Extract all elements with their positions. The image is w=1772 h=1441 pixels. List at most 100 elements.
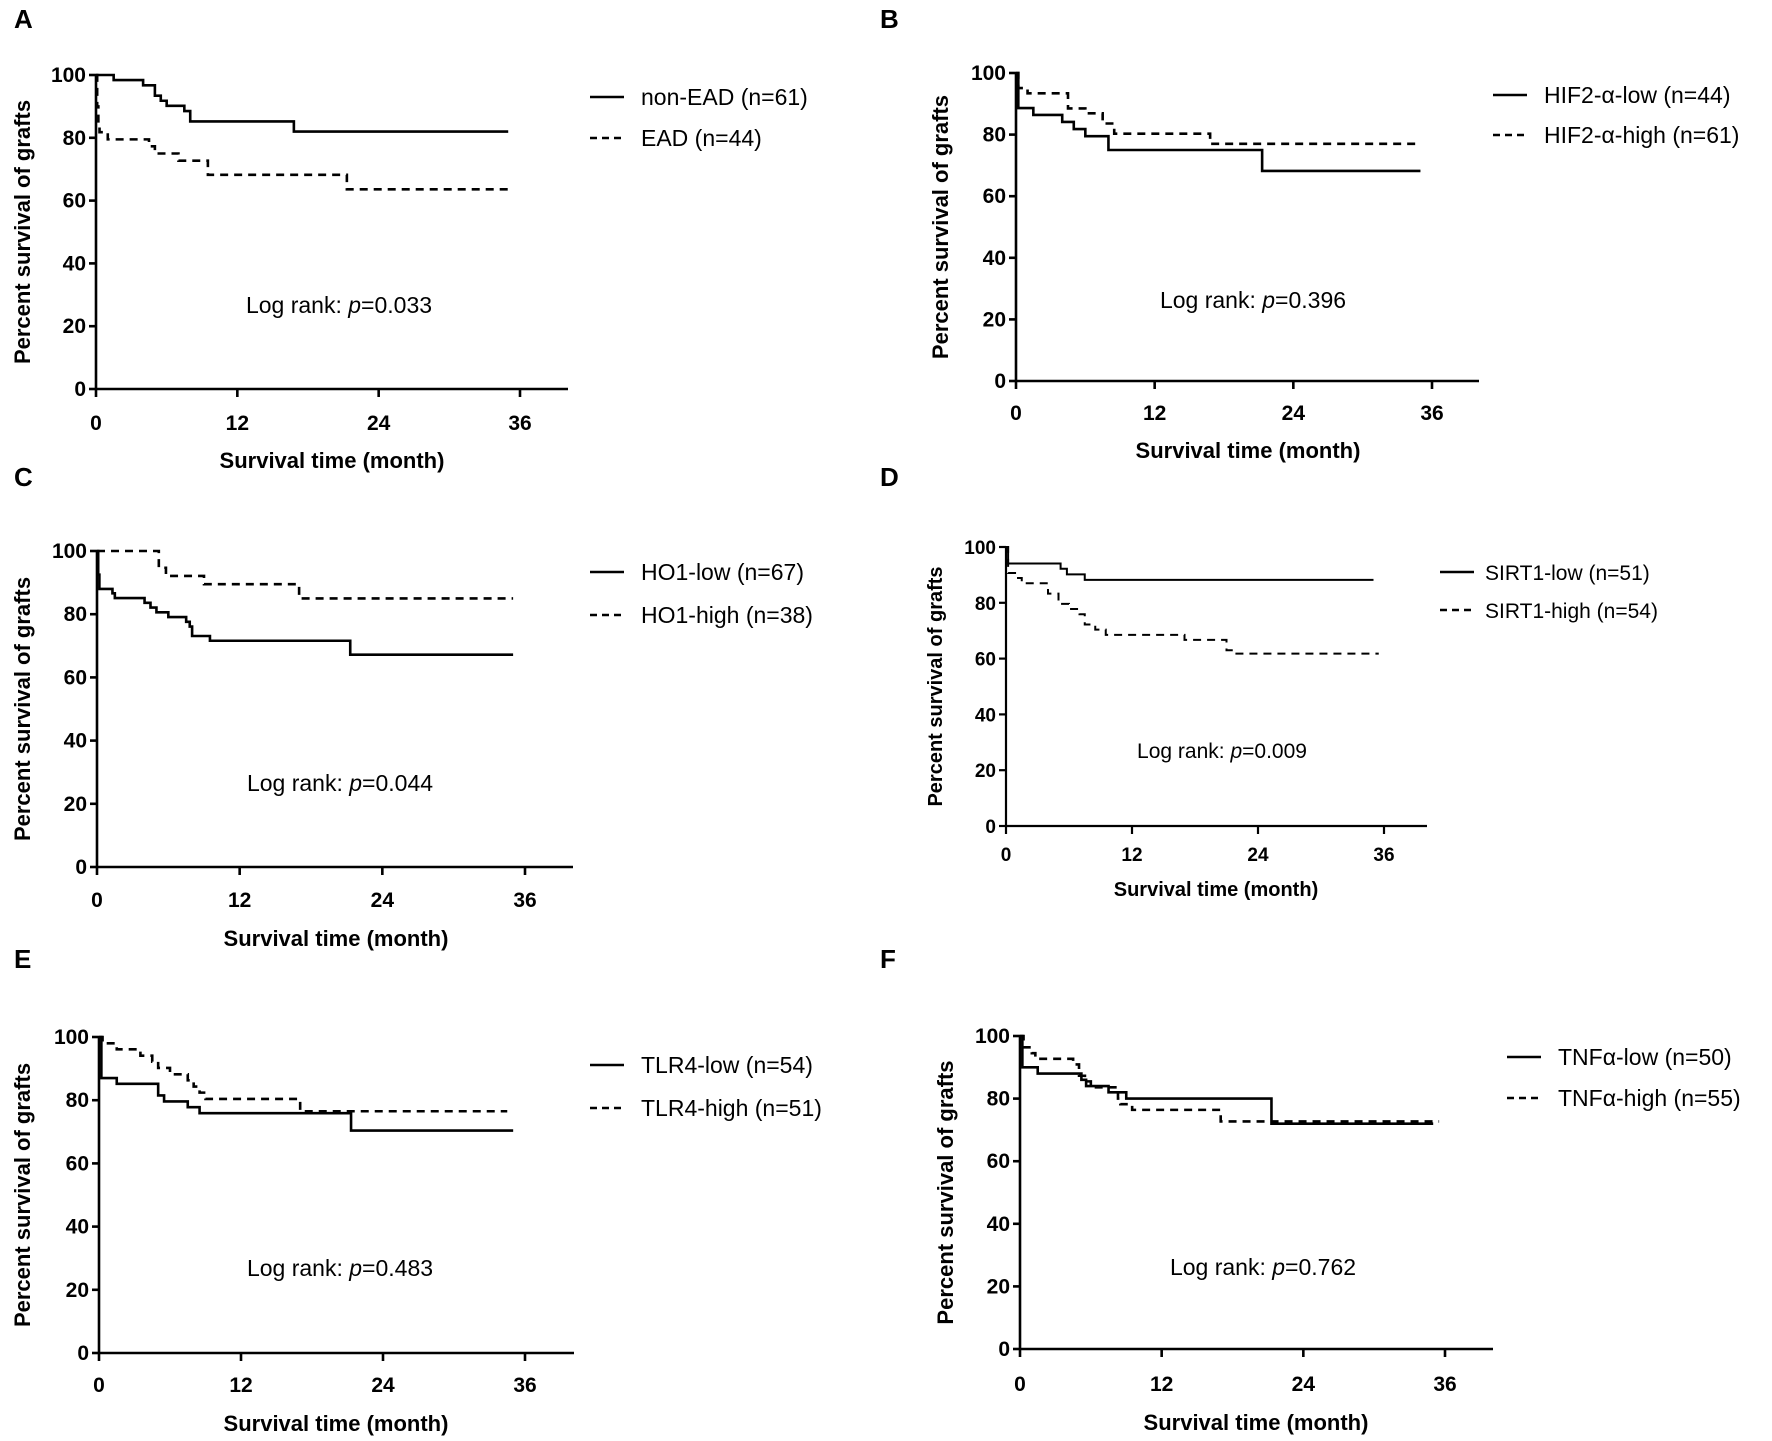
y-tick-label: 100 bbox=[51, 64, 86, 87]
x-tick-label: 0 bbox=[91, 889, 103, 912]
y-tick-label: 40 bbox=[987, 1213, 1010, 1236]
y-tick-label: 20 bbox=[987, 1275, 1010, 1298]
y-tick-label: 40 bbox=[64, 730, 87, 753]
panel-letter: F bbox=[880, 944, 896, 974]
survival-curve-dashed bbox=[1020, 1034, 1440, 1123]
survival-curve-solid bbox=[1016, 71, 1421, 173]
x-tick-label: 24 bbox=[367, 412, 391, 435]
logrank-p-symbol: p bbox=[347, 292, 361, 318]
y-tick-label: 0 bbox=[74, 378, 86, 401]
legend-label: HO1-low (n=67) bbox=[641, 559, 804, 585]
logrank-p-symbol: p bbox=[1261, 287, 1275, 313]
x-tick-label: 24 bbox=[1292, 1373, 1316, 1396]
x-tick-label: 36 bbox=[1373, 845, 1394, 866]
survival-curve-dashed bbox=[99, 1035, 508, 1113]
y-tick-label: 100 bbox=[54, 1026, 89, 1049]
legend-label: SIRT1-low (n=51) bbox=[1485, 562, 1650, 585]
logrank-prefix: Log rank: bbox=[247, 770, 349, 796]
y-tick-label: 80 bbox=[987, 1088, 1010, 1111]
x-tick-label: 36 bbox=[1433, 1373, 1456, 1396]
y-tick-label: 60 bbox=[987, 1150, 1010, 1173]
y-tick-label: 20 bbox=[63, 315, 86, 338]
x-tick-label: 12 bbox=[229, 1374, 252, 1397]
x-axis-title: Survival time (month) bbox=[1114, 879, 1318, 901]
x-axis-title: Survival time (month) bbox=[1144, 1410, 1369, 1435]
x-tick-label: 24 bbox=[1247, 845, 1269, 866]
logrank-prefix: Log rank: bbox=[1160, 287, 1262, 313]
y-tick-label: 40 bbox=[975, 705, 996, 726]
panel-letter: C bbox=[14, 462, 33, 492]
y-tick-label: 0 bbox=[994, 370, 1006, 393]
x-tick-label: 24 bbox=[371, 889, 395, 912]
panel-letter: A bbox=[14, 4, 33, 34]
x-tick-label: 0 bbox=[90, 412, 102, 435]
y-axis-title: Percent survival of grafts bbox=[928, 95, 953, 359]
logrank-annotation: Log rank: p=0.762 bbox=[1170, 1254, 1356, 1280]
x-tick-label: 36 bbox=[1420, 402, 1443, 425]
survival-curve-dashed bbox=[1016, 71, 1421, 146]
panel-letter: E bbox=[14, 944, 31, 974]
legend-label: TLR4-low (n=54) bbox=[641, 1052, 813, 1078]
logrank-p-symbol: p bbox=[348, 770, 362, 796]
y-tick-label: 80 bbox=[63, 127, 86, 150]
survival-curve-solid bbox=[99, 1035, 514, 1132]
x-tick-label: 12 bbox=[1121, 845, 1142, 866]
y-tick-label: 20 bbox=[66, 1279, 89, 1302]
legend-label: HO1-high (n=38) bbox=[641, 602, 813, 628]
x-tick-label: 0 bbox=[1001, 845, 1012, 866]
x-tick-label: 0 bbox=[1014, 1373, 1026, 1396]
y-tick-label: 0 bbox=[985, 817, 996, 838]
legend-label: HIF2-α-low (n=44) bbox=[1544, 82, 1730, 108]
logrank-p-symbol: p bbox=[1229, 740, 1242, 763]
y-tick-label: 0 bbox=[77, 1342, 89, 1365]
legend-label: SIRT1-high (n=54) bbox=[1485, 600, 1658, 623]
survival-curve-dashed bbox=[97, 549, 514, 600]
y-tick-label: 40 bbox=[983, 247, 1006, 270]
y-tick-label: 80 bbox=[66, 1089, 89, 1112]
logrank-annotation: Log rank: p=0.483 bbox=[247, 1255, 433, 1281]
y-axis-title: Percent survival of grafts bbox=[933, 1060, 958, 1324]
survival-curve-solid bbox=[1006, 546, 1374, 581]
y-tick-label: 20 bbox=[64, 793, 87, 816]
x-axis-title: Survival time (month) bbox=[224, 926, 449, 951]
panel-e: E 0 20 40 60 80 100 0 12 24 36 Survival time (month… bbox=[10, 944, 822, 1436]
logrank-p-value: =0.009 bbox=[1242, 740, 1307, 763]
logrank-annotation: Log rank: p=0.009 bbox=[1137, 740, 1307, 763]
legend-label: HIF2-α-high (n=61) bbox=[1544, 122, 1739, 148]
y-tick-label: 100 bbox=[52, 540, 87, 563]
legend-label: TNFα-high (n=55) bbox=[1558, 1085, 1741, 1111]
logrank-p-symbol: p bbox=[348, 1255, 362, 1281]
panel-d: D 0 20 40 60 80 100 0 12 24 36 Survival time (month… bbox=[880, 462, 1658, 901]
logrank-p-value: =0.762 bbox=[1285, 1254, 1356, 1280]
x-axis-title: Survival time (month) bbox=[1136, 438, 1361, 463]
survival-curve-solid bbox=[96, 73, 509, 133]
y-tick-label: 60 bbox=[983, 185, 1006, 208]
x-axis-title: Survival time (month) bbox=[220, 448, 445, 473]
y-tick-label: 40 bbox=[66, 1216, 89, 1239]
legend-label: TNFα-low (n=50) bbox=[1558, 1044, 1732, 1070]
x-tick-label: 12 bbox=[1150, 1373, 1173, 1396]
x-tick-label: 36 bbox=[513, 1374, 536, 1397]
logrank-p-value: =0.396 bbox=[1275, 287, 1346, 313]
logrank-prefix: Log rank: bbox=[246, 292, 348, 318]
x-tick-label: 0 bbox=[1010, 402, 1022, 425]
panel-letter: B bbox=[880, 4, 899, 34]
y-tick-label: 60 bbox=[975, 650, 996, 671]
logrank-prefix: Log rank: bbox=[247, 1255, 349, 1281]
y-tick-label: 20 bbox=[975, 761, 996, 782]
x-tick-label: 12 bbox=[1143, 402, 1166, 425]
legend-label: non-EAD (n=61) bbox=[641, 84, 808, 110]
survival-curve-solid bbox=[96, 549, 514, 656]
x-tick-label: 36 bbox=[513, 889, 536, 912]
y-tick-label: 60 bbox=[64, 666, 87, 689]
logrank-prefix: Log rank: bbox=[1137, 740, 1230, 763]
logrank-p-value: =0.483 bbox=[362, 1255, 433, 1281]
x-tick-label: 36 bbox=[508, 412, 531, 435]
y-tick-label: 80 bbox=[983, 124, 1006, 147]
y-tick-label: 40 bbox=[63, 252, 86, 275]
panel-c: C 0 20 40 60 80 100 0 12 24 36 Survival time (month… bbox=[10, 462, 813, 951]
legend-label: EAD (n=44) bbox=[641, 125, 762, 151]
logrank-annotation: Log rank: p=0.044 bbox=[247, 770, 433, 796]
y-tick-label: 20 bbox=[983, 308, 1006, 331]
